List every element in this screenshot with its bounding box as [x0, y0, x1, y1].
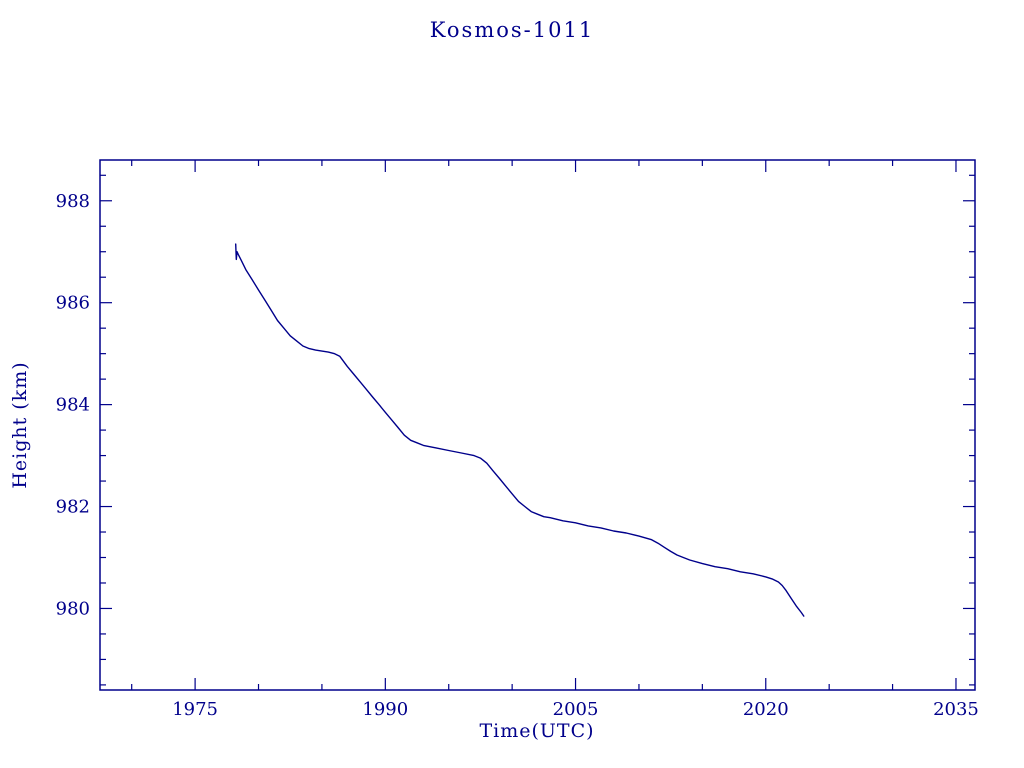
x-tick-label: 2020	[743, 699, 789, 720]
x-tick-label: 2005	[553, 699, 599, 720]
y-tick-label: 980	[56, 598, 90, 619]
chart-title: Kosmos-1011	[429, 18, 595, 42]
chart-line	[234, 243, 805, 617]
y-tick-label: 988	[56, 191, 90, 212]
x-tick-label: 1990	[362, 699, 408, 720]
y-tick-label: 982	[56, 497, 90, 518]
x-tick-label: 1975	[172, 699, 218, 720]
plot-frame	[99, 159, 976, 691]
x-tick-label: 2035	[933, 699, 979, 720]
y-tick-label: 984	[56, 395, 90, 416]
y-tick-label: 986	[56, 293, 90, 314]
y-axis-label: Height (km)	[9, 361, 31, 489]
x-axis-label: Time(UTC)	[479, 720, 595, 742]
